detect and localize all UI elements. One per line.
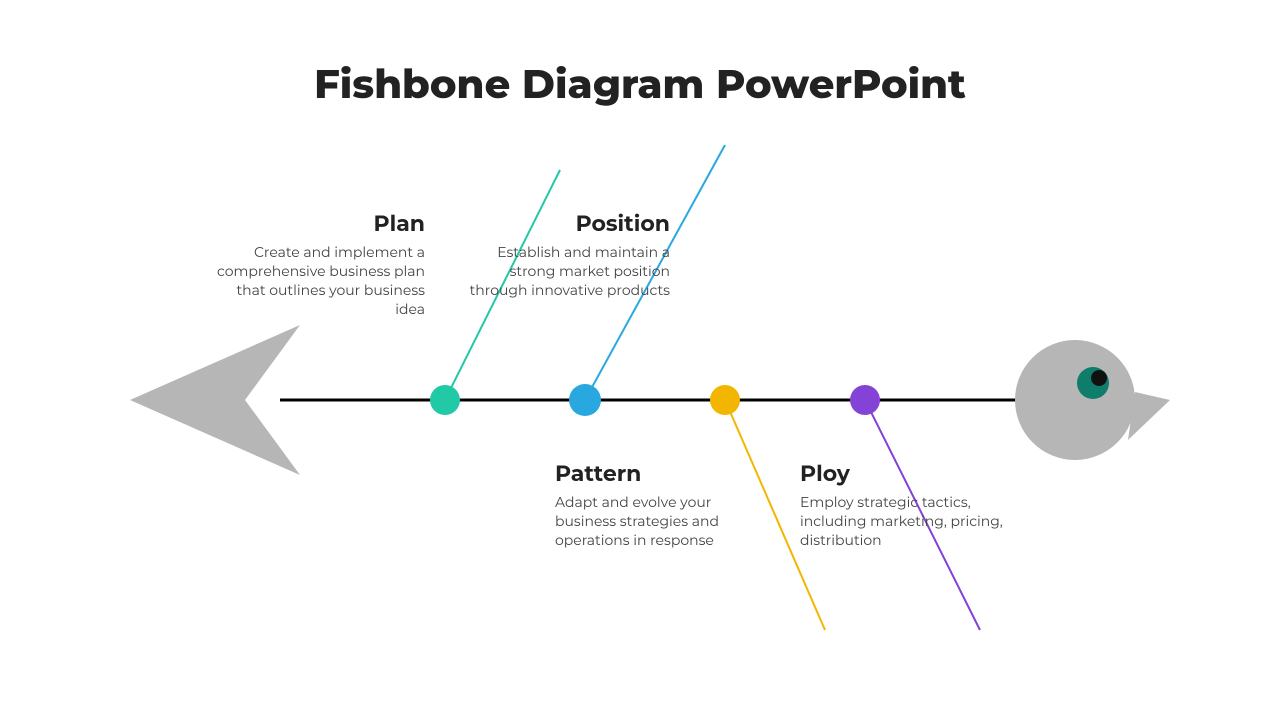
node-plan [430, 385, 460, 415]
node-ploy [850, 385, 880, 415]
fish-head [1015, 340, 1170, 460]
ploy-desc: Employ strategic tactics, including mark… [800, 493, 1010, 550]
head-tip [1128, 392, 1170, 440]
fishbone-diagram: Plan Create and implement a comprehensiv… [0, 140, 1280, 660]
ploy-block: Ploy Employ strategic tactics, including… [800, 460, 1010, 550]
node-pattern [710, 385, 740, 415]
pattern-label: Pattern [555, 460, 765, 487]
fish-tail [130, 325, 300, 475]
head-circle [1015, 340, 1135, 460]
plan-block: Plan Create and implement a comprehensiv… [215, 210, 425, 319]
page-title: Fishbone Diagram PowerPoint [0, 60, 1280, 109]
eye-inner [1091, 370, 1107, 386]
ploy-label: Ploy [800, 460, 1010, 487]
pattern-block: Pattern Adapt and evolve your business s… [555, 460, 765, 550]
position-block: Position Establish and maintain a strong… [460, 210, 670, 300]
pattern-desc: Adapt and evolve your business strategie… [555, 493, 765, 550]
plan-label: Plan [215, 210, 425, 237]
position-label: Position [460, 210, 670, 237]
position-desc: Establish and maintain a strong market p… [460, 243, 670, 300]
plan-desc: Create and implement a comprehensive bus… [215, 243, 425, 319]
node-position [569, 384, 601, 416]
